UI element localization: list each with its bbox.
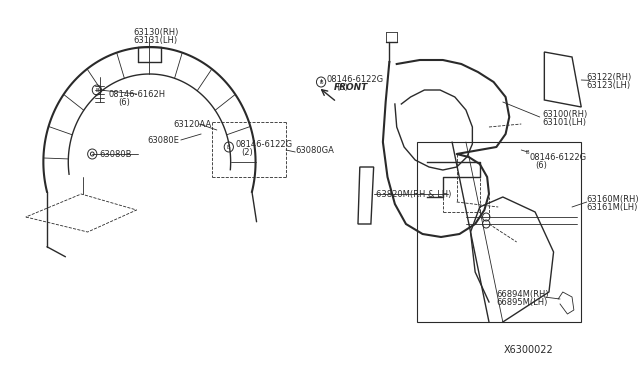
Text: 63820M(RH & LH): 63820M(RH & LH) xyxy=(376,189,452,199)
Text: 08146-6162H: 08146-6162H xyxy=(109,90,166,99)
Text: 63080B: 63080B xyxy=(100,150,132,158)
Text: 63120AA: 63120AA xyxy=(173,119,212,128)
Text: 63101(LH): 63101(LH) xyxy=(543,118,586,126)
Text: 63122(RH): 63122(RH) xyxy=(587,73,632,81)
Text: 66894M(RH): 66894M(RH) xyxy=(497,289,549,298)
Text: 63100(RH): 63100(RH) xyxy=(543,109,588,119)
Text: B: B xyxy=(95,87,99,93)
Text: B: B xyxy=(526,150,529,154)
Text: B: B xyxy=(319,80,323,84)
Bar xyxy=(417,142,581,322)
Text: X6300022: X6300022 xyxy=(504,345,554,355)
Text: 08146-6122G: 08146-6122G xyxy=(326,74,384,83)
Text: B: B xyxy=(227,144,230,150)
Text: 63130(RH): 63130(RH) xyxy=(134,28,179,36)
Text: (6): (6) xyxy=(118,97,130,106)
Text: 63123(LH): 63123(LH) xyxy=(587,80,631,90)
Text: FRONT: FRONT xyxy=(334,83,368,92)
Text: 63160M(RH): 63160M(RH) xyxy=(587,195,639,203)
Text: 63161M(LH): 63161M(LH) xyxy=(587,202,638,212)
Text: 63131(LH): 63131(LH) xyxy=(134,35,178,45)
Text: (6): (6) xyxy=(336,83,348,92)
Text: 08146-6122G: 08146-6122G xyxy=(529,153,587,161)
Text: (6): (6) xyxy=(535,160,547,170)
Text: 63080GA: 63080GA xyxy=(295,145,334,154)
Text: 63080E: 63080E xyxy=(148,135,179,144)
Text: 66895M(LH): 66895M(LH) xyxy=(497,298,548,307)
Text: 08146-6122G: 08146-6122G xyxy=(236,140,292,148)
Text: (2): (2) xyxy=(242,148,253,157)
